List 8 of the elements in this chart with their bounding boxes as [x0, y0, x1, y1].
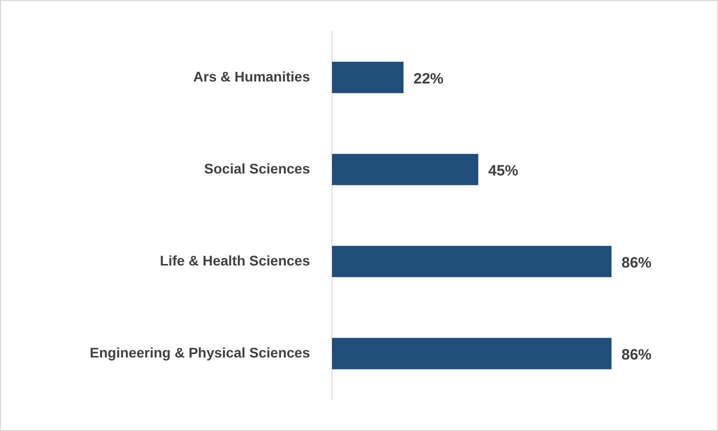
y-tick-label: Ars & Humanities	[193, 68, 310, 84]
y-tick-label: Social Sciences	[204, 160, 310, 176]
data-label: 86%	[622, 346, 652, 364]
data-label: 45%	[488, 162, 518, 180]
y-tick-label: Life & Health Sciences	[160, 252, 310, 268]
y-tick-label: Engineering & Physical Sciences	[90, 344, 310, 360]
data-label: 86%	[622, 254, 652, 272]
data-label: 22%	[414, 70, 444, 88]
